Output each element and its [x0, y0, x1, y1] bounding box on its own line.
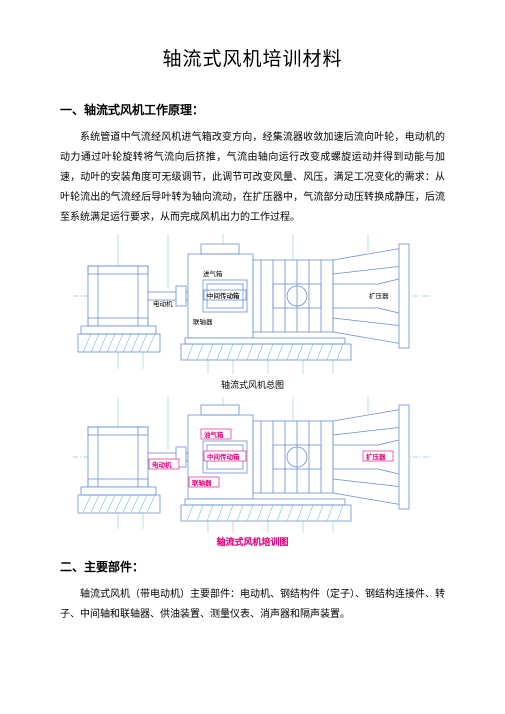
label2-coupling: 联轴器 [192, 478, 212, 487]
page-title: 轴流式风机培训材料 [60, 44, 445, 71]
label2-diffuser: 扩压器 [366, 452, 386, 461]
diagram2-caption: 轴流式风机培训图 [60, 535, 445, 548]
axial-fan-diagram-2: 油气箱 电动机 中间传动箱 联轴器 扩压器 [73, 397, 433, 533]
label-motor: 电动机 [153, 299, 173, 308]
axial-fan-diagram-1: 进气箱 电动机 中间传动箱 中间传动箱 联轴器 扩压器 [73, 234, 433, 374]
diagram1-caption: 轴流式风机总图 [60, 378, 445, 391]
label-inlet-box: 进气箱 [203, 269, 223, 278]
section2-paragraph: 轴流式风机（带电动机）主要部件：电动机、钢结构件（定子）、钢结构连接件、转子、中… [60, 585, 445, 625]
section2-heading: 二、主要部件： [60, 558, 445, 575]
label2-gearbox: 中间传动箱 [207, 452, 240, 461]
section1-heading: 一、轴流式风机工作原理： [60, 101, 445, 118]
label-gearbox-2: 中间传动箱 [207, 291, 240, 300]
diagram1-container: 进气箱 电动机 中间传动箱 中间传动箱 联轴器 扩压器 [60, 234, 445, 374]
section1-paragraph: 系统管道中气流经风机进气箱改变方向，经集流器收敛加速后流向叶轮，电动机的动力通过… [60, 128, 445, 228]
label-diffuser: 扩压器 [369, 291, 389, 300]
label2-motor: 电动机 [152, 460, 172, 469]
label2-inlet-box: 油气箱 [204, 430, 224, 439]
label-coupling: 联轴器 [193, 317, 213, 326]
diagram2-container: 油气箱 电动机 中间传动箱 联轴器 扩压器 [60, 397, 445, 533]
